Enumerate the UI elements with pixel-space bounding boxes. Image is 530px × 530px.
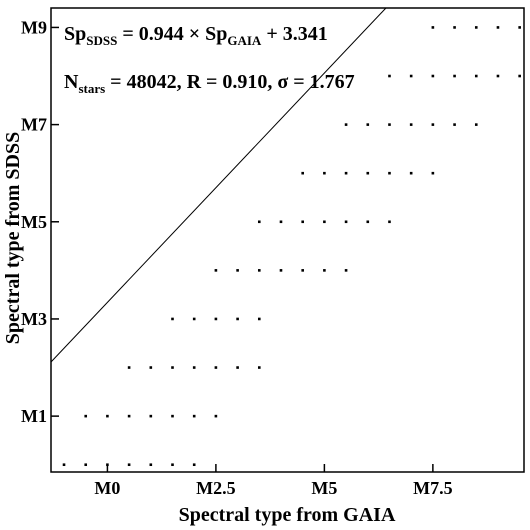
data-point	[474, 26, 478, 29]
data-point	[388, 74, 391, 78]
data-point	[323, 269, 326, 272]
data-point	[366, 171, 370, 175]
data-point	[257, 220, 261, 224]
data-point	[279, 269, 283, 272]
data-point	[149, 366, 153, 369]
data-point	[236, 317, 239, 321]
data-point	[301, 220, 304, 224]
data-point	[171, 414, 174, 418]
data-point	[192, 463, 196, 467]
data-point	[344, 269, 348, 272]
data-point	[431, 74, 435, 78]
data-point	[171, 366, 174, 369]
x-tick-label: M5	[311, 478, 337, 498]
data-point	[192, 317, 196, 321]
x-axis-title: Spectral type from GAIA	[179, 504, 396, 526]
data-point	[344, 123, 348, 126]
data-point	[214, 269, 218, 272]
x-tick-label: M0	[94, 478, 120, 498]
data-point	[127, 414, 131, 418]
data-point	[214, 317, 218, 321]
data-point	[431, 26, 435, 29]
y-tick-label: M7	[21, 115, 47, 135]
data-point	[301, 269, 304, 272]
data-point	[279, 220, 283, 224]
data-point	[84, 463, 88, 467]
data-point	[431, 171, 435, 175]
data-point	[388, 123, 391, 126]
data-point	[409, 171, 413, 175]
data-point	[366, 220, 370, 224]
data-point	[474, 74, 478, 78]
y-axis-title: Spectral type from SDSS	[2, 132, 24, 344]
data-point	[431, 123, 435, 126]
data-point	[344, 220, 348, 224]
data-point	[127, 463, 131, 467]
data-point	[323, 220, 326, 224]
data-point	[496, 26, 500, 29]
x-tick-label: M2.5	[196, 478, 236, 498]
data-point	[409, 74, 413, 78]
data-point	[344, 171, 348, 175]
data-point	[453, 26, 456, 29]
data-point	[496, 74, 500, 78]
data-point	[301, 171, 304, 175]
data-point	[171, 317, 174, 321]
data-point	[518, 74, 521, 78]
data-point	[257, 366, 261, 369]
plot-frame	[50, 7, 525, 473]
data-point	[409, 123, 413, 126]
data-point	[192, 366, 196, 369]
data-point	[474, 123, 478, 126]
data-point	[84, 414, 88, 418]
data-point	[171, 463, 174, 467]
data-point	[149, 463, 153, 467]
data-point	[257, 269, 261, 272]
y-tick-label: M5	[21, 212, 47, 232]
y-tick-label: M9	[21, 17, 47, 37]
data-point	[257, 317, 261, 321]
data-point	[192, 414, 196, 418]
data-point	[366, 123, 370, 126]
x-tick-label: M7.5	[413, 478, 453, 498]
fit-statistics: Nstars = 48042, R = 0.910, σ = 1.767	[64, 71, 355, 96]
y-tick-label: M3	[21, 309, 47, 329]
data-point	[388, 171, 391, 175]
data-point	[236, 269, 239, 272]
axis-ticks	[51, 26, 434, 472]
data-point	[453, 123, 456, 126]
data-point	[518, 26, 521, 29]
data-point	[214, 366, 218, 369]
data-point	[106, 414, 109, 418]
data-point	[323, 171, 326, 175]
data-points	[62, 26, 521, 467]
data-point	[149, 414, 153, 418]
data-point	[62, 463, 66, 467]
y-tick-label: M1	[21, 406, 47, 426]
data-point	[106, 463, 109, 467]
axis-tick-labels: M0 M2.5 M5 M7.5 M1 M3 M5 M7 M9	[21, 17, 453, 498]
data-point	[236, 366, 239, 369]
data-point	[388, 220, 391, 224]
data-point	[214, 414, 218, 418]
fit-equation: SpSDSS = 0.944 × SpGAIA + 3.341	[64, 23, 328, 48]
fit-line	[50, 7, 387, 363]
data-point	[453, 74, 456, 78]
data-point	[127, 366, 131, 369]
